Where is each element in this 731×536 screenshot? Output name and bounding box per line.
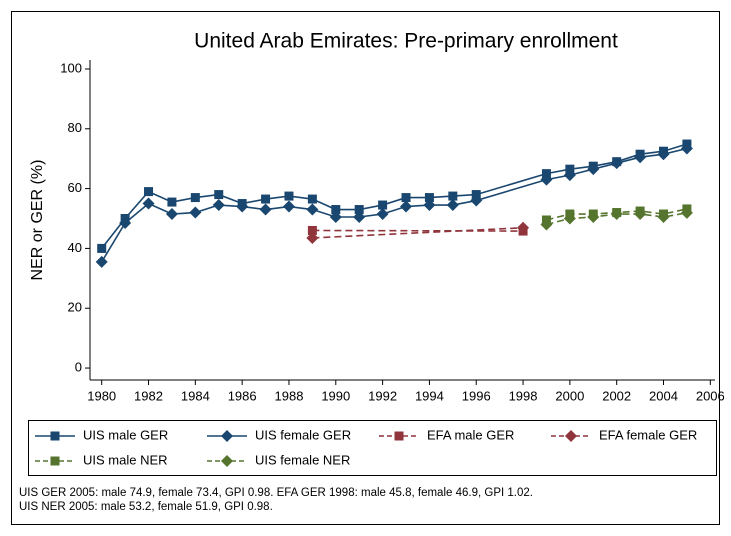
marker-square xyxy=(354,205,364,215)
legend-label: UIS male NER xyxy=(83,452,168,467)
legend-label: UIS male GER xyxy=(83,427,168,442)
marker-diamond xyxy=(563,212,576,225)
chart-title: United Arab Emirates: Pre-primary enroll… xyxy=(194,30,618,53)
legend-marker xyxy=(50,456,60,466)
x-tick-label: 2000 xyxy=(555,388,584,403)
marker-diamond xyxy=(400,200,413,213)
series-line xyxy=(312,229,524,232)
x-tick-label: 1996 xyxy=(462,388,491,403)
x-tick-label: 1982 xyxy=(134,388,163,403)
x-tick-label: 1994 xyxy=(415,388,444,403)
marker-square xyxy=(424,193,434,203)
x-tick-label: 1980 xyxy=(87,388,116,403)
marker-diamond xyxy=(446,199,459,212)
marker-square xyxy=(97,243,107,253)
marker-diamond xyxy=(587,211,600,224)
marker-square xyxy=(331,205,341,215)
x-tick-label: 1990 xyxy=(321,388,350,403)
y-axis-label: NER or GER (%) xyxy=(29,160,46,281)
marker-diamond xyxy=(610,208,623,221)
legend-label: EFA female GER xyxy=(599,427,697,442)
marker-diamond xyxy=(95,255,108,268)
marker-diamond xyxy=(517,221,530,234)
marker-diamond xyxy=(306,203,319,216)
marker-diamond xyxy=(282,200,295,213)
marker-diamond xyxy=(657,211,670,224)
y-tick-label: 40 xyxy=(68,240,82,255)
marker-diamond xyxy=(236,200,249,213)
marker-diamond xyxy=(680,206,693,219)
marker-square xyxy=(261,194,271,204)
marker-diamond xyxy=(470,194,483,207)
x-tick-label: 1986 xyxy=(228,388,257,403)
marker-square xyxy=(401,193,411,203)
marker-diamond xyxy=(540,173,553,186)
legend-marker xyxy=(394,431,404,441)
x-tick-label: 1988 xyxy=(275,388,304,403)
marker-diamond xyxy=(657,148,670,161)
marker-diamond xyxy=(423,199,436,212)
y-tick-label: 60 xyxy=(68,180,82,195)
marker-diamond xyxy=(119,216,132,229)
legend-box xyxy=(28,420,717,476)
marker-diamond xyxy=(540,218,553,231)
marker-diamond xyxy=(259,203,272,216)
marker-square xyxy=(307,225,317,235)
marker-diamond xyxy=(634,151,647,164)
marker-diamond xyxy=(189,206,202,219)
note: UIS NER 2005: male 53.2, female 51.9, GP… xyxy=(19,501,273,513)
marker-diamond xyxy=(165,208,178,221)
legend-marker xyxy=(221,430,233,442)
y-tick-label: 100 xyxy=(60,60,82,75)
marker-square xyxy=(448,191,458,201)
y-tick-label: 20 xyxy=(68,300,82,315)
marker-square xyxy=(307,194,317,204)
marker-diamond xyxy=(306,231,319,244)
legend-label: UIS female GER xyxy=(255,427,351,442)
y-tick-label: 80 xyxy=(68,120,82,135)
marker-diamond xyxy=(376,208,389,221)
x-tick-label: 2002 xyxy=(602,388,631,403)
marker-diamond xyxy=(353,211,366,224)
x-tick-label: 1984 xyxy=(181,388,210,403)
x-tick-label: 2004 xyxy=(649,388,678,403)
marker-diamond xyxy=(212,199,225,212)
legend-label: UIS female NER xyxy=(255,452,350,467)
x-tick-label: 1998 xyxy=(509,388,538,403)
legend-label: EFA male GER xyxy=(427,427,514,442)
legend-marker xyxy=(221,455,233,467)
marker-diamond xyxy=(587,163,600,176)
marker-square xyxy=(190,193,200,203)
marker-diamond xyxy=(563,169,576,182)
marker-square xyxy=(144,187,154,197)
marker-square xyxy=(378,200,388,210)
legend-marker xyxy=(50,431,60,441)
marker-square xyxy=(214,190,224,200)
marker-square xyxy=(167,197,177,207)
series-line xyxy=(312,226,524,239)
marker-diamond xyxy=(680,142,693,155)
x-tick-label: 1992 xyxy=(368,388,397,403)
legend-marker xyxy=(565,430,577,442)
marker-diamond xyxy=(329,211,342,224)
marker-diamond xyxy=(142,197,155,210)
note: UIS GER 2005: male 74.9, female 73.4, GP… xyxy=(19,487,533,499)
y-tick-label: 0 xyxy=(75,359,82,374)
marker-square xyxy=(284,191,294,201)
marker-diamond xyxy=(634,208,647,221)
x-tick-label: 2006 xyxy=(696,388,725,403)
marker-diamond xyxy=(610,157,623,170)
